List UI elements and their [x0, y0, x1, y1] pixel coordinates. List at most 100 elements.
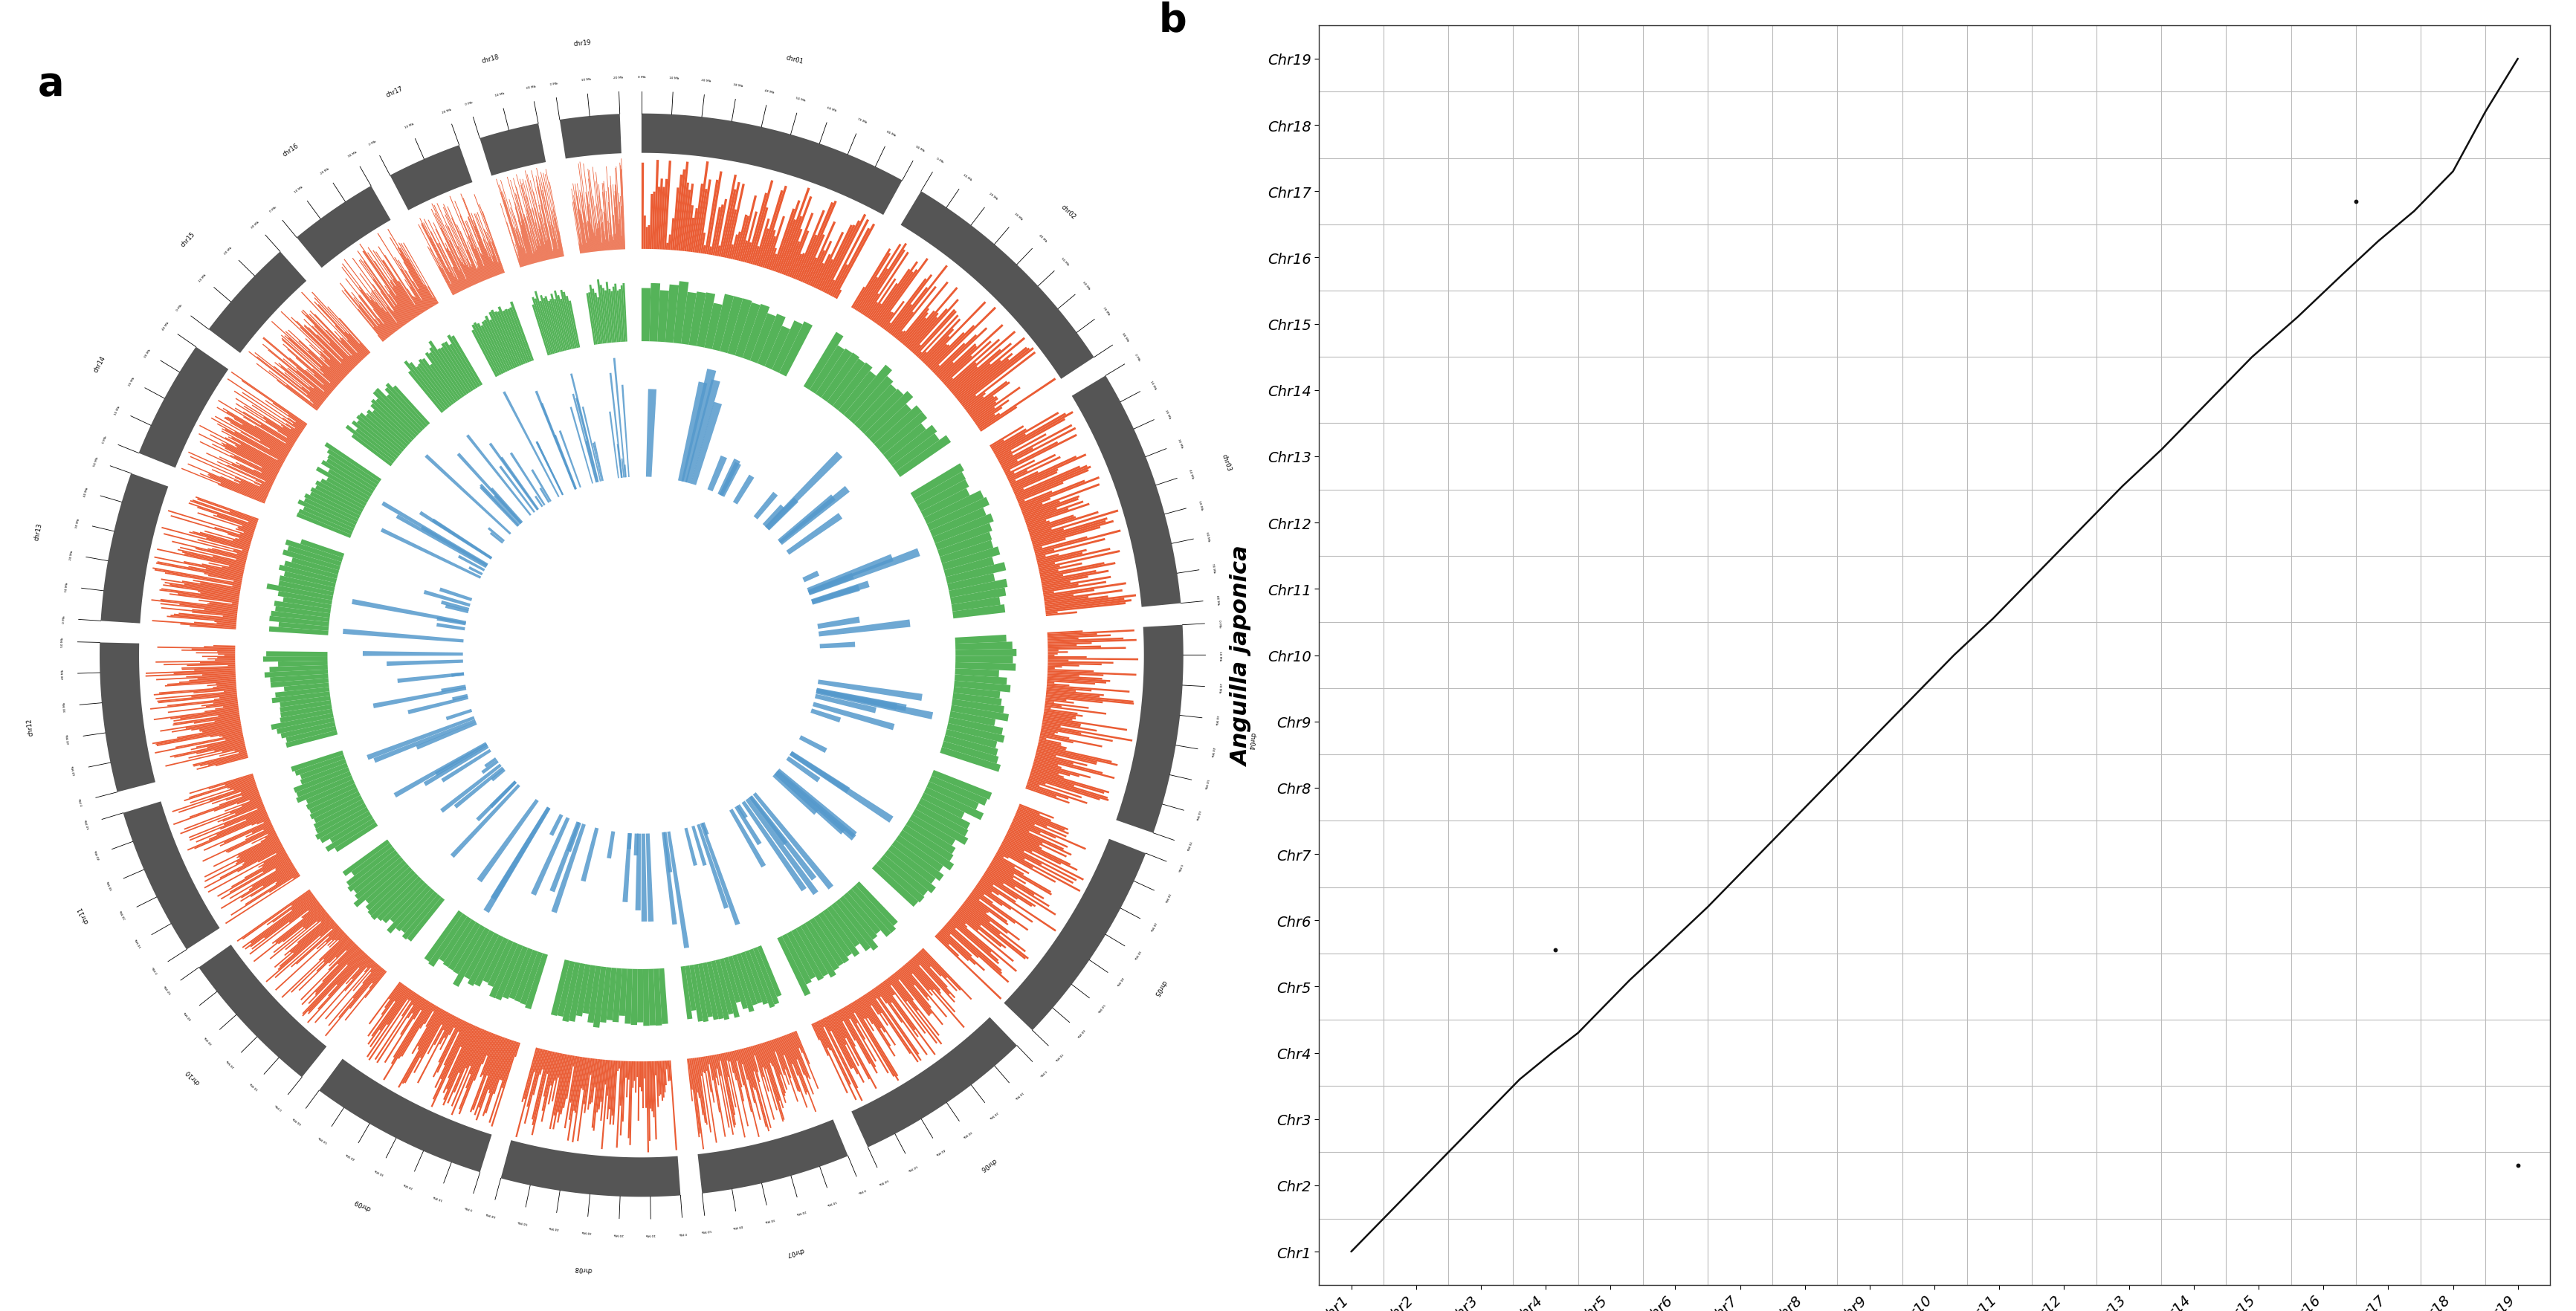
Polygon shape [891, 975, 940, 1036]
Polygon shape [188, 678, 237, 682]
Polygon shape [778, 321, 811, 378]
Polygon shape [896, 835, 943, 872]
Polygon shape [268, 350, 327, 399]
Polygon shape [582, 965, 595, 1013]
Polygon shape [739, 1049, 747, 1080]
Polygon shape [1041, 730, 1054, 735]
Polygon shape [358, 244, 412, 321]
Polygon shape [155, 708, 240, 721]
Polygon shape [590, 205, 595, 252]
Polygon shape [422, 223, 459, 294]
Polygon shape [204, 846, 283, 889]
Polygon shape [500, 203, 520, 267]
Text: 70 Mb: 70 Mb [858, 118, 868, 125]
Polygon shape [811, 703, 894, 730]
Polygon shape [837, 371, 876, 416]
Polygon shape [477, 248, 489, 279]
Polygon shape [1046, 687, 1092, 692]
Polygon shape [1033, 527, 1100, 547]
Polygon shape [940, 929, 984, 971]
Polygon shape [188, 815, 268, 851]
Polygon shape [605, 1061, 613, 1120]
Polygon shape [358, 353, 363, 361]
Polygon shape [487, 232, 502, 274]
Polygon shape [456, 225, 482, 282]
Text: 40 Mb: 40 Mb [765, 89, 775, 94]
Polygon shape [659, 1061, 662, 1095]
Polygon shape [549, 1054, 564, 1129]
Polygon shape [397, 515, 487, 569]
Polygon shape [304, 326, 350, 372]
Polygon shape [894, 287, 938, 338]
Polygon shape [848, 889, 891, 937]
Polygon shape [649, 1062, 652, 1112]
Polygon shape [242, 526, 255, 531]
Text: 30 Mb: 30 Mb [1133, 949, 1141, 958]
Polygon shape [237, 447, 281, 471]
Polygon shape [997, 852, 1005, 859]
Polygon shape [268, 831, 276, 835]
Polygon shape [273, 905, 322, 944]
Text: 10 Mb: 10 Mb [1015, 1089, 1023, 1099]
Polygon shape [270, 666, 327, 673]
Polygon shape [410, 271, 430, 308]
Polygon shape [523, 184, 541, 262]
Polygon shape [739, 1050, 742, 1065]
Polygon shape [471, 267, 479, 283]
Polygon shape [817, 688, 907, 712]
Polygon shape [711, 207, 721, 256]
Polygon shape [551, 223, 559, 258]
Polygon shape [219, 810, 265, 830]
Polygon shape [781, 1036, 793, 1065]
Polygon shape [920, 489, 969, 518]
Polygon shape [693, 1058, 701, 1099]
Polygon shape [714, 1055, 719, 1068]
Text: chr15: chr15 [180, 231, 196, 248]
Polygon shape [701, 1057, 706, 1074]
Polygon shape [752, 1046, 775, 1120]
Polygon shape [832, 1013, 871, 1080]
Polygon shape [976, 884, 1033, 923]
Polygon shape [670, 219, 675, 250]
Polygon shape [966, 898, 987, 914]
Polygon shape [971, 891, 1015, 924]
Polygon shape [1010, 480, 1015, 484]
Polygon shape [232, 603, 240, 604]
Polygon shape [242, 791, 258, 797]
Polygon shape [430, 1024, 471, 1108]
Polygon shape [786, 241, 801, 277]
Polygon shape [510, 302, 533, 362]
Polygon shape [1048, 676, 1110, 682]
Polygon shape [299, 509, 353, 535]
Polygon shape [193, 753, 247, 767]
Polygon shape [907, 962, 966, 1028]
Polygon shape [191, 792, 260, 818]
Polygon shape [595, 1059, 603, 1113]
Polygon shape [659, 969, 667, 1024]
Polygon shape [523, 180, 544, 262]
Polygon shape [430, 232, 461, 292]
Polygon shape [247, 351, 319, 408]
Polygon shape [374, 391, 420, 437]
Polygon shape [889, 977, 943, 1045]
Polygon shape [538, 488, 549, 503]
Text: 60 Mb: 60 Mb [291, 1116, 301, 1125]
Polygon shape [330, 941, 353, 966]
Polygon shape [340, 319, 371, 354]
Polygon shape [502, 311, 526, 364]
Polygon shape [855, 253, 891, 311]
Polygon shape [662, 832, 677, 924]
Polygon shape [489, 1038, 507, 1093]
Polygon shape [374, 720, 477, 763]
Polygon shape [263, 819, 270, 823]
Polygon shape [1028, 517, 1077, 534]
Polygon shape [647, 389, 657, 477]
Polygon shape [1036, 754, 1074, 764]
Polygon shape [1043, 591, 1054, 595]
Polygon shape [245, 827, 273, 840]
Polygon shape [930, 507, 987, 538]
Polygon shape [263, 851, 286, 864]
Polygon shape [951, 916, 1018, 973]
Polygon shape [531, 305, 549, 357]
Polygon shape [520, 186, 541, 262]
